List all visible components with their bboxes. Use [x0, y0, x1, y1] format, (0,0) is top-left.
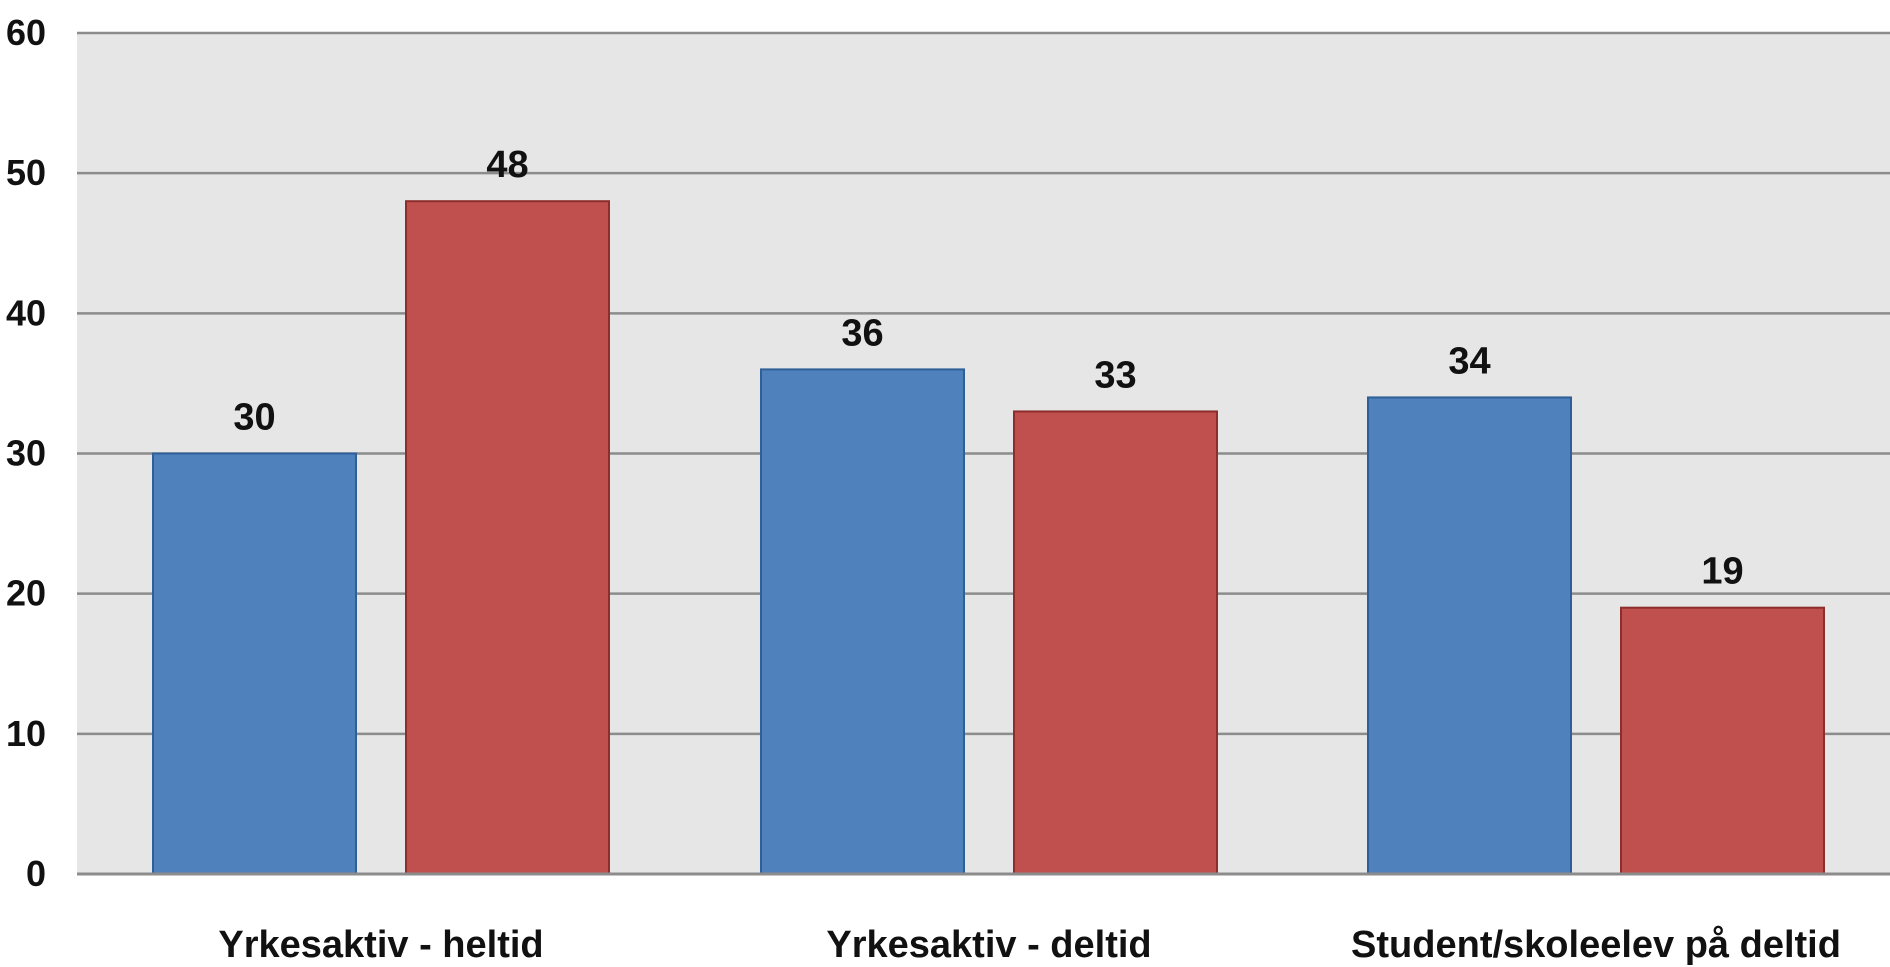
data-label: 19	[1701, 551, 1743, 593]
data-label: 48	[486, 144, 528, 186]
y-tick-label: 20	[6, 573, 46, 614]
category-label: Yrkesaktiv - deltid	[826, 924, 1151, 966]
bar	[760, 368, 965, 875]
bar	[1367, 396, 1572, 875]
category-label: Yrkesaktiv - heltid	[218, 924, 543, 966]
bar	[405, 200, 610, 875]
y-tick-label: 40	[6, 292, 46, 333]
data-label: 34	[1448, 340, 1490, 382]
data-label: 30	[233, 397, 275, 439]
bar	[152, 452, 357, 875]
y-tick-label: 0	[26, 853, 46, 894]
y-tick-label: 30	[6, 433, 46, 474]
bar	[1620, 606, 1825, 876]
data-label: 36	[841, 312, 883, 354]
y-tick-label: 50	[6, 152, 46, 193]
category-label: Student/skoleelev på deltid	[1351, 924, 1841, 966]
data-label: 33	[1094, 354, 1136, 396]
y-tick-label: 60	[6, 12, 46, 53]
bar	[1013, 410, 1218, 875]
y-tick-label: 10	[6, 713, 46, 754]
